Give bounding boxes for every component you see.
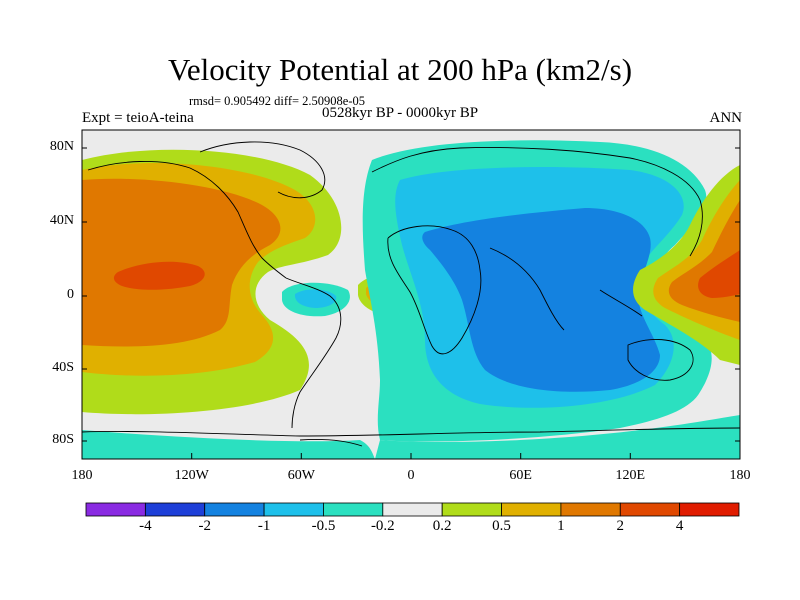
map-field — [82, 130, 740, 459]
colorbar-box — [560, 502, 621, 517]
lon-label-120w: 120W — [174, 468, 209, 483]
lat-label-80s: 80S — [52, 432, 74, 447]
coastlines — [82, 141, 740, 447]
colorbar-box — [679, 502, 740, 517]
period-label: 0528kyr BP - 0000kyr BP — [322, 105, 479, 121]
colorbar-level-label: -4 — [139, 518, 152, 534]
colorbar-level-label: 0.5 — [492, 518, 511, 534]
negative-band-south — [82, 430, 375, 459]
experiment-label: Expt = teioA-teina — [82, 110, 194, 126]
colorbar-box — [619, 502, 681, 517]
lon-label-180e: 180 — [729, 468, 751, 483]
lon-ticks — [81, 453, 741, 459]
colorbar-level-label: -0.5 — [311, 518, 336, 534]
colorbar-level-label: -0.2 — [370, 518, 395, 534]
lon-label-180w: 180 — [71, 468, 93, 483]
lat-label-80n: 80N — [49, 139, 74, 154]
rmsd-diff-stats: rmsd= 0.905492 diff= 2.50908e-05 — [189, 94, 366, 108]
lon-label-120e: 120E — [615, 468, 646, 483]
contour-2-pacific — [113, 261, 205, 290]
colorbar-box — [323, 502, 384, 517]
lon-label-60e: 60E — [509, 468, 532, 483]
contour--1-eastern — [422, 208, 660, 392]
colorbar-box — [85, 502, 146, 517]
negative-band-southeast — [375, 415, 740, 459]
lon-label-0: 0 — [407, 468, 415, 483]
season-label: ANN — [709, 110, 743, 126]
lat-label-40n: 40N — [49, 213, 74, 228]
lon-label-60w: 60W — [287, 468, 315, 483]
colorbar-level-label: 1 — [557, 518, 565, 534]
colorbar-level-label: -1 — [257, 518, 271, 534]
colorbar-box — [382, 502, 443, 517]
lat-ticks — [82, 147, 740, 442]
colorbar-box — [441, 502, 502, 517]
colorbar-level-label: 0.2 — [432, 518, 452, 534]
map-title: Velocity Potential at 200 hPa (km2/s) — [167, 52, 633, 87]
colorbar-box — [501, 502, 562, 517]
colorbar-level-label: 4 — [675, 518, 684, 534]
colorbar-box — [263, 502, 324, 517]
contour-2-west-pacific — [698, 250, 740, 298]
lat-label-0: 0 — [67, 287, 74, 302]
colorbar-box — [204, 502, 265, 517]
lat-label-40s: 40S — [52, 360, 74, 375]
colorbar-box — [144, 502, 206, 517]
colorbar — [85, 502, 740, 517]
colorbar-level-label: 2 — [616, 518, 625, 534]
colorbar-level-label: -2 — [198, 518, 211, 534]
